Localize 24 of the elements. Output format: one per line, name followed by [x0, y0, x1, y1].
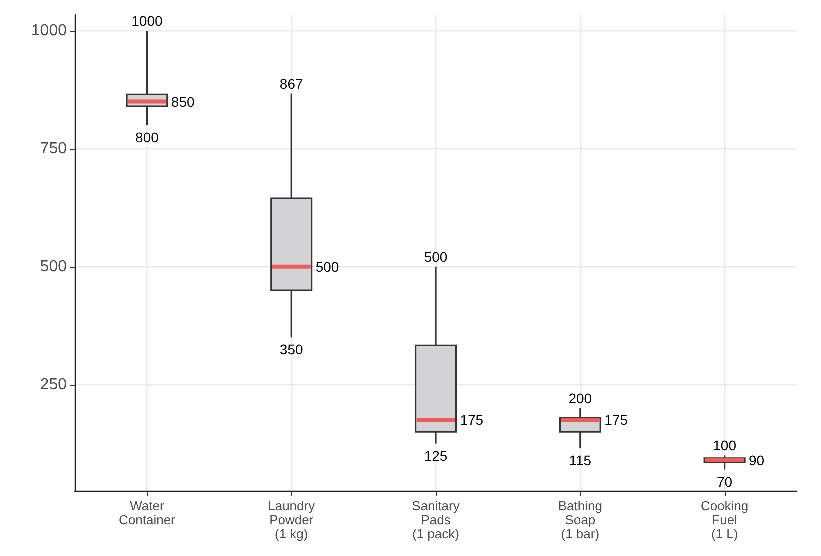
y-tick-label: 250	[40, 376, 68, 394]
annotation: 175	[604, 412, 628, 428]
y-tick-label: 1000	[31, 22, 68, 40]
annotation: 90	[749, 452, 765, 468]
annotation: 70	[717, 474, 733, 490]
x-tick-label: Laundry Powder (1 kg)	[268, 498, 316, 542]
annotation: 1000	[132, 13, 163, 30]
y-tick-label: 750	[40, 140, 68, 158]
annotation: 800	[136, 129, 160, 146]
x-tick-label: Cooking Fuel (1 L)	[700, 498, 749, 542]
x-tick-label: Sanitary Pads (1 pack)	[412, 498, 460, 542]
annotation: 500	[424, 248, 448, 265]
annotation: 500	[316, 258, 340, 275]
annotation: 115	[569, 452, 592, 469]
annotation: 350	[280, 342, 304, 358]
annotation: 200	[568, 390, 592, 406]
annotation: 100	[713, 438, 737, 454]
x-tick-label: Water Container	[119, 498, 176, 528]
x-tick-label: Bathing Soap (1 bar)	[558, 498, 602, 542]
y-tick-label: 500	[40, 258, 68, 276]
annotation: 175	[460, 412, 484, 428]
annotation: 125	[424, 448, 448, 464]
annotation: 850	[171, 94, 195, 110]
annotation: 867	[280, 76, 304, 92]
